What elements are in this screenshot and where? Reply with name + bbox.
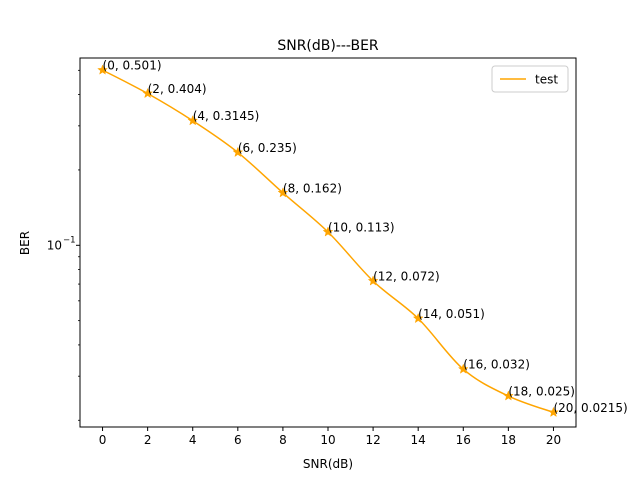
x-tick-label: 20 (546, 433, 561, 447)
x-tick-label: 10 (320, 433, 335, 447)
x-tick-label: 2 (144, 433, 152, 447)
x-tick-label: 12 (365, 433, 380, 447)
data-point-annotation: (14, 0.051) (418, 307, 485, 321)
chart-title: SNR(dB)---BER (277, 38, 379, 54)
data-point-marker (367, 275, 379, 286)
x-tick-label: 14 (411, 433, 426, 447)
data-point-marker (142, 87, 154, 99)
x-tick-label: 4 (189, 433, 197, 447)
data-point-annotation: (16, 0.032) (463, 358, 530, 372)
data-point-annotation: (6, 0.235) (238, 141, 297, 155)
x-tick-label: 6 (234, 433, 242, 447)
data-point-marker (502, 390, 514, 401)
x-tick-label: 8 (279, 433, 287, 447)
legend-label: test (535, 73, 558, 87)
data-point-annotation: (12, 0.072) (373, 270, 440, 284)
y-axis-label: BER (18, 231, 32, 255)
data-point-annotation: (18, 0.025) (508, 385, 575, 399)
data-point-marker (97, 64, 108, 75)
data-point-annotation: (4, 0.3145) (193, 109, 260, 123)
data-point-marker (187, 115, 199, 126)
y-tick-exponent: −1 (63, 235, 76, 245)
data-point-annotation: (10, 0.113) (328, 221, 395, 235)
data-point-marker (457, 363, 469, 374)
legend: test (491, 65, 569, 93)
data-point-marker (412, 312, 424, 324)
x-tick-label: 18 (501, 433, 516, 447)
y-tick-label: 10 (47, 238, 62, 252)
data-point-marker (322, 226, 334, 237)
x-tick-label: 0 (99, 433, 107, 447)
data-point-marker (232, 146, 244, 158)
data-point-marker (277, 187, 289, 198)
data-point-annotation: (0, 0.501) (103, 59, 162, 73)
data-point-annotation: (20, 0.0215) (553, 401, 627, 415)
x-tick-label: 16 (456, 433, 471, 447)
legend-box (491, 65, 569, 93)
data-point-marker (548, 406, 559, 418)
data-point-annotation: (8, 0.162) (283, 181, 342, 195)
x-axis-label: SNR(dB) (303, 457, 353, 471)
data-point-annotation: (2, 0.404) (148, 82, 207, 96)
